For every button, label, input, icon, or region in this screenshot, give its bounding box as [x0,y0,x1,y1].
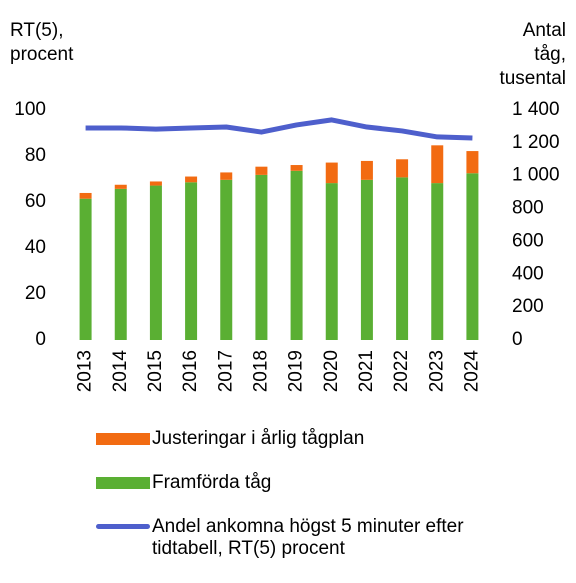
bar [360,160,373,180]
bar [185,182,198,340]
bar [290,170,303,340]
y2-axis-title: tåg, [534,44,566,65]
x-tick-label: 2013 [75,350,96,392]
x-tick-label: 2017 [215,350,236,392]
legend: Justeringar i årlig tågplan Framförda tåg… [96,428,536,582]
bar [114,184,127,189]
y2-tick-label: 1 000 [512,165,560,186]
x-tick-label: 2016 [180,350,201,392]
bar [79,192,92,199]
bar [220,179,233,340]
bar [396,159,409,178]
legend-swatch [96,477,150,489]
chart: RT(5), procent Antal tåg, tusental 0 20 40 60 80 1… [10,20,566,393]
bar [114,188,127,340]
x-tick-label: 2015 [145,350,166,392]
bar [396,177,409,340]
y-axis-title: RT(5), [10,20,63,41]
y2-tick-label: 1 400 [512,99,560,120]
y2-tick-label: 0 [512,329,523,350]
y2-tick-label: 200 [512,296,544,317]
x-tick-label: 2020 [321,350,342,392]
y-tick-label: 80 [25,145,46,166]
bar [220,172,233,180]
x-tick-label: 2022 [391,350,412,392]
bar [255,174,268,340]
y2-tick-label: 1 200 [512,132,560,153]
x-tick-label: 2021 [356,350,377,392]
y-tick-label: 40 [25,237,46,258]
line [85,117,473,141]
bar [149,181,162,186]
legend-swatch [96,524,150,529]
bar [325,183,338,340]
y2-tick-label: 800 [512,198,544,219]
legend-swatch [96,433,150,445]
legend-label: Framförda tåg [152,472,272,493]
bar [290,165,303,171]
bar [431,183,444,340]
y-tick-label: 20 [25,283,46,304]
y-tick-label: 0 [35,329,46,350]
bar [466,173,479,340]
bar [360,179,373,340]
y-tick-label: 100 [14,99,46,120]
bar [185,176,198,183]
y2-tick-label: 600 [512,230,544,251]
bar [431,145,444,184]
y2-axis-title: tusental [499,68,566,89]
legend-item: Andel ankomna högst 5 minuter efter tidt… [96,516,536,560]
y-tick-label: 60 [25,191,46,212]
x-tick-label: 2023 [426,350,447,392]
x-tick-label: 2019 [286,350,307,392]
bar [325,162,338,184]
y2-tick-label: 400 [512,263,544,284]
bar [149,185,162,340]
bar [466,151,479,174]
legend-item: Framförda tåg [96,472,536,494]
x-tick-label: 2024 [461,350,482,393]
x-tick-label: 2014 [110,350,131,393]
bar [255,166,268,175]
legend-item: Justeringar i årlig tågplan [96,428,536,450]
legend-label: Justeringar i årlig tågplan [152,428,365,449]
y2-axis-title: Antal [523,20,566,41]
legend-label: Andel ankomna högst 5 minuter efter tidt… [152,516,464,559]
x-tick-label: 2018 [250,350,271,392]
y-axis-title: procent [10,44,74,65]
bar [79,198,92,340]
